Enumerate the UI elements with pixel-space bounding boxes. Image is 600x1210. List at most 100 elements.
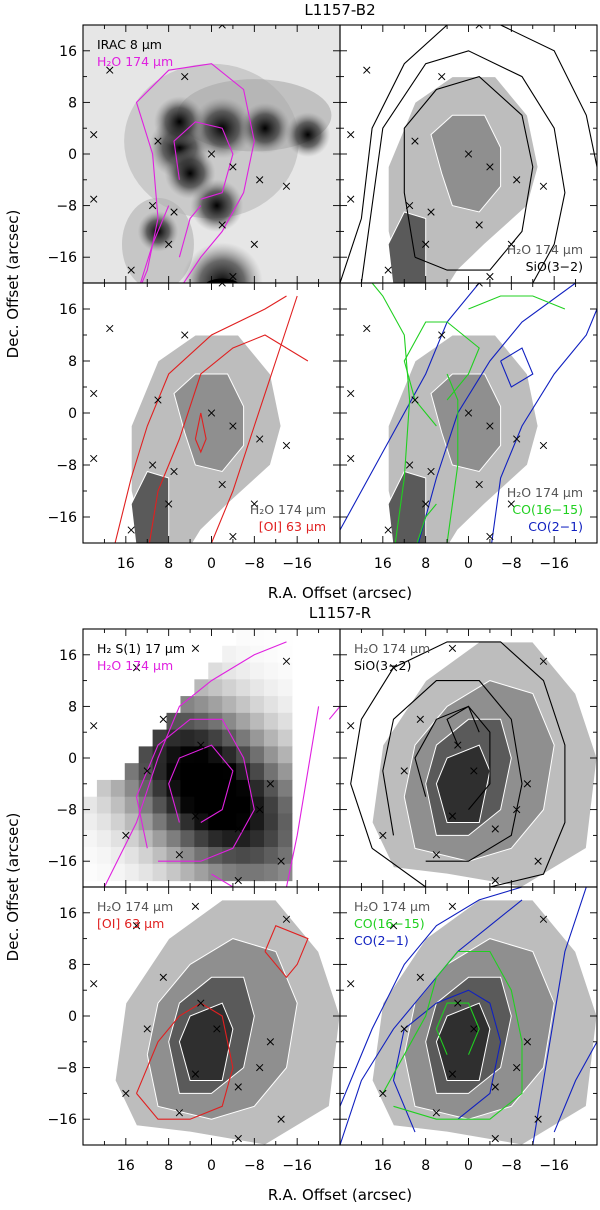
co1615-contour [446, 373, 459, 543]
image-pixel [124, 847, 140, 865]
image-pixel [236, 645, 251, 664]
source-marker [229, 272, 237, 281]
source-marker [534, 1115, 542, 1123]
source-marker [523, 780, 532, 788]
image-pixel [222, 662, 237, 680]
image-pixel [124, 863, 140, 882]
source-marker [250, 240, 258, 248]
source-marker [191, 902, 200, 911]
source-marker [148, 461, 157, 469]
panel-bottom-left: H₂O 174 μm [OI] 63 μm [82, 886, 341, 1146]
source-marker [218, 221, 226, 229]
legend-label: SiO(3−2) [354, 658, 411, 673]
source-marker [400, 767, 408, 775]
image-pixel [250, 696, 265, 714]
panel-content [340, 25, 597, 283]
source-marker [363, 324, 371, 333]
h2o-filled-contour [387, 211, 427, 283]
image-pixel [152, 847, 168, 865]
source-marker [389, 664, 398, 672]
source-marker [277, 857, 285, 865]
oi-contour [135, 1002, 234, 1120]
y-tick-label: 16 [59, 906, 77, 922]
y-tick-label: −16 [47, 510, 77, 526]
image-pixel [96, 830, 112, 848]
source-marker [122, 1089, 130, 1098]
image-pixel [222, 746, 237, 764]
image-pixel [96, 847, 112, 865]
image-pixel [96, 796, 112, 815]
source-marker [170, 208, 178, 216]
h2o-filled-contour [435, 744, 491, 823]
image-pixel [152, 813, 168, 831]
panel-content [340, 283, 597, 543]
source-marker [234, 876, 242, 885]
image-pixel [166, 847, 182, 865]
source-marker [486, 272, 494, 281]
source-marker [534, 857, 542, 865]
source-marker [127, 526, 135, 534]
co21-contour [340, 899, 523, 1145]
image-pixel [236, 696, 251, 714]
x-tick-label: −16 [539, 1158, 569, 1174]
image-pixel [194, 796, 209, 815]
source-marker [90, 389, 98, 398]
source-marker [347, 389, 355, 398]
panel-content [340, 887, 597, 1145]
block-title: L1157-R [309, 604, 371, 622]
source-marker [491, 825, 499, 833]
source-marker [422, 500, 430, 508]
h2o-contour [139, 205, 170, 283]
source-marker [282, 657, 291, 665]
source-marker [347, 980, 355, 988]
block-title: L1157-B2 [304, 1, 375, 19]
image-pixel [263, 712, 279, 731]
legend-label: H₂O 174 μm [507, 242, 583, 257]
image-pixel [250, 729, 265, 747]
image-pixel [83, 796, 98, 815]
source-marker [427, 208, 435, 216]
source-marker [90, 722, 98, 730]
image-pixel [222, 763, 237, 781]
source-marker [454, 999, 462, 1007]
image-pixel [236, 763, 251, 781]
source-marker [448, 812, 457, 820]
source-marker [486, 532, 494, 541]
h2o-contour [211, 873, 234, 887]
y-tick-label: 16 [59, 648, 77, 664]
emission-knot [153, 96, 205, 148]
image-pixel [83, 847, 98, 865]
oi-contour [264, 924, 309, 979]
source-marker [491, 1083, 499, 1091]
h2o-filled-contour [130, 470, 170, 543]
image-pixel [166, 813, 182, 831]
image-pixel [166, 729, 182, 747]
image-pixel [263, 779, 279, 798]
source-marker [539, 657, 548, 665]
image-pixel [222, 863, 237, 882]
image-pixel [166, 712, 182, 731]
image-pixel [110, 830, 126, 848]
image-pixel [180, 763, 195, 781]
source-marker [539, 441, 548, 450]
source-marker [234, 1134, 242, 1143]
source-marker [181, 72, 189, 81]
image-pixel [166, 746, 182, 764]
co21-contour [553, 1041, 597, 1133]
image-pixel [263, 696, 279, 714]
y-tick-label: 0 [68, 1009, 77, 1025]
source-marker [256, 176, 264, 184]
source-marker [213, 767, 221, 775]
source-marker [148, 201, 157, 210]
panel-content [90, 283, 309, 543]
h2o-contour [103, 641, 287, 887]
image-pixel [194, 712, 209, 731]
x-tick-label: 0 [207, 1158, 216, 1174]
source-marker [90, 454, 98, 463]
h2o-contour [173, 121, 234, 200]
image-pixel [277, 696, 293, 714]
source-marker [454, 741, 462, 749]
image-pixel [263, 830, 279, 848]
sio-contour [382, 680, 523, 862]
irac-image [83, 25, 340, 283]
